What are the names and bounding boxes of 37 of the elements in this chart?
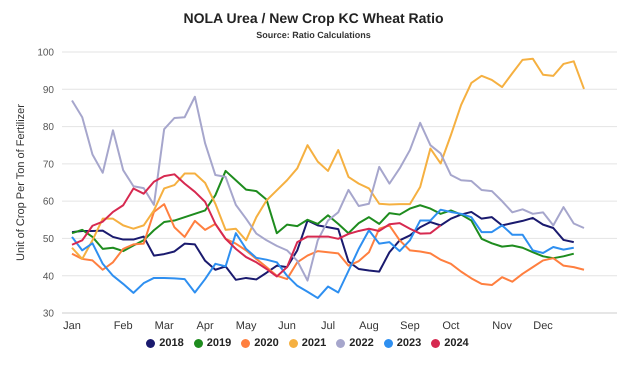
- legend-label: 2024: [444, 337, 469, 349]
- x-tick-label: May: [236, 320, 257, 332]
- y-tick-label: 100: [37, 48, 54, 59]
- y-tick-label: 30: [42, 308, 54, 320]
- x-tick-label: Jan: [63, 320, 81, 332]
- x-tick-label: Apr: [196, 320, 214, 332]
- legend-label: 2019: [206, 337, 232, 349]
- line-series: [71, 208, 575, 300]
- y-tick-label: 90: [42, 84, 54, 96]
- legend-label: 2021: [302, 337, 326, 349]
- y-axis-title: Unit of Crop Per Ton of Fertilizer: [14, 104, 27, 261]
- x-tick-label: Oct: [442, 320, 460, 332]
- legend-label: 2023: [396, 337, 422, 349]
- line-series: [71, 203, 585, 286]
- chart-title: NOLA Urea / New Crop KC Wheat Ratio: [182, 10, 445, 26]
- legend-label: 2022: [349, 337, 374, 349]
- legend-label: 2018: [159, 337, 184, 349]
- x-tick-label: Mar: [154, 320, 174, 332]
- y-tick-label: 70: [42, 159, 54, 170]
- line-series: [71, 96, 585, 282]
- x-tick-label: Jun: [278, 320, 296, 332]
- y-tick-label: 80: [42, 122, 54, 134]
- y-tick-label: 60: [42, 196, 54, 208]
- y-tick-label: 50: [42, 234, 54, 245]
- line-series: [71, 210, 575, 281]
- chart-subtitle: Source: Ratio Calculations: [255, 30, 372, 40]
- line-series: [71, 170, 575, 260]
- line-series: [71, 173, 442, 278]
- line-series: [71, 58, 585, 260]
- x-tick-label: Nov: [492, 320, 512, 332]
- x-tick-label: Aug: [359, 320, 379, 332]
- x-tick-label: Dec: [533, 320, 554, 332]
- x-tick-label: Jul: [320, 320, 336, 332]
- x-tick-label: Sep: [400, 320, 420, 332]
- y-tick-label: 40: [42, 271, 54, 282]
- legend-label: 2020: [254, 337, 279, 349]
- x-tick-label: Feb: [114, 320, 133, 332]
